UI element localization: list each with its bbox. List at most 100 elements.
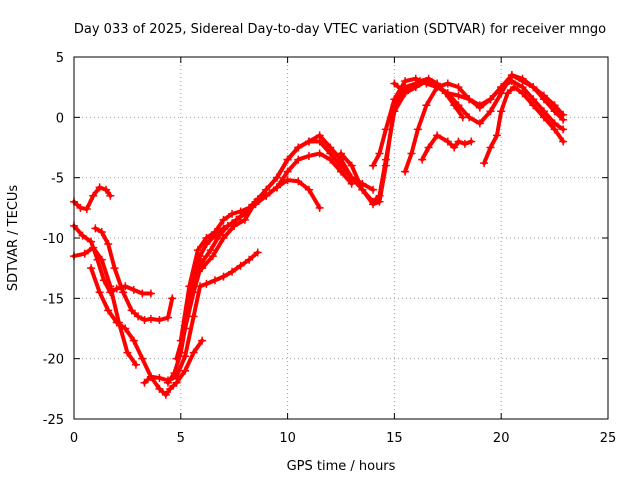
data-point-marker	[163, 313, 172, 322]
data-point-marker	[155, 373, 164, 382]
data-point-marker	[390, 95, 399, 104]
data-point-marker	[119, 288, 128, 297]
data-point-marker	[89, 191, 98, 200]
y-tick-label: -15	[43, 292, 64, 307]
y-tick-label: -10	[43, 232, 64, 247]
data-point-marker	[166, 384, 175, 393]
data-point-marker	[401, 77, 410, 86]
data-point-marker	[358, 185, 367, 194]
data-point-marker	[475, 119, 484, 128]
data-point-marker	[507, 77, 516, 86]
data-point-marker	[454, 137, 463, 146]
data-point-marker	[283, 176, 292, 185]
data-point-marker	[189, 348, 198, 357]
y-tick-labels: -25 -20 -15 -10 -5 0 5	[43, 51, 64, 428]
data-point-marker	[529, 101, 538, 110]
data-point-marker	[518, 89, 527, 98]
series-line	[72, 245, 138, 367]
data-point-marker	[99, 276, 108, 285]
data-point-marker	[539, 95, 548, 104]
data-point-marker	[454, 83, 463, 92]
x-tick-label: 5	[177, 431, 185, 446]
data-point-marker	[251, 197, 260, 206]
data-point-marker	[163, 378, 172, 387]
data-point-marker	[155, 316, 164, 325]
x-tick-label: 0	[70, 431, 78, 446]
data-point-marker	[424, 143, 433, 152]
data-point-marker	[315, 149, 324, 158]
data-point-marker	[80, 249, 89, 258]
data-point-marker	[326, 143, 335, 152]
data-point-marker	[189, 288, 198, 297]
data-point-marker	[236, 261, 245, 270]
series-line	[72, 185, 113, 212]
data-point-marker	[381, 125, 390, 134]
data-point-marker	[138, 354, 147, 363]
data-point-marker	[539, 113, 548, 122]
data-point-marker	[146, 372, 155, 381]
x-tick-label: 20	[493, 431, 510, 446]
data-point-marker	[424, 74, 433, 83]
data-point-marker	[422, 101, 431, 110]
data-point-marker	[450, 143, 459, 152]
data-point-marker	[492, 131, 501, 140]
data-point-marker	[123, 348, 132, 357]
data-point-marker	[129, 285, 138, 294]
data-point-marker	[559, 115, 568, 124]
data-point-marker	[315, 203, 324, 212]
data-point-marker	[390, 79, 399, 88]
data-point-marker	[398, 86, 407, 95]
data-point-marker	[202, 279, 211, 288]
data-point-marker	[140, 316, 149, 325]
data-point-marker	[245, 255, 254, 264]
data-point-marker	[172, 354, 181, 363]
data-point-marker	[129, 336, 138, 345]
y-tick-label: 0	[56, 111, 64, 126]
data-point-marker	[550, 125, 559, 134]
data-point-marker	[283, 167, 292, 176]
x-tick-label: 15	[386, 431, 403, 446]
data-point-marker	[219, 215, 228, 224]
data-point-marker	[401, 167, 410, 176]
data-point-marker	[413, 125, 422, 134]
data-point-marker	[146, 289, 155, 298]
x-tick-labels: 0 5 10 15 20 25	[70, 431, 616, 446]
data-point-marker	[210, 227, 219, 236]
data-point-marker	[315, 131, 324, 140]
data-point-marker	[228, 267, 237, 276]
chart-title: Day 033 of 2025, Sidereal Day-to-day VTE…	[74, 22, 606, 37]
x-tick-label: 10	[279, 431, 296, 446]
data-point-marker	[347, 161, 356, 170]
data-point-marker	[236, 207, 245, 216]
data-point-marker	[262, 185, 271, 194]
data-point-marker	[146, 314, 155, 323]
data-point-marker	[127, 306, 136, 315]
data-point-marker	[486, 95, 495, 104]
data-point-marker	[294, 143, 303, 152]
data-point-marker	[458, 113, 467, 122]
data-point-marker	[433, 79, 442, 88]
data-point-marker	[181, 352, 190, 361]
data-point-marker	[185, 282, 194, 291]
data-point-marker	[497, 107, 506, 116]
data-point-marker	[529, 83, 538, 92]
data-point-marker	[407, 149, 416, 158]
data-point-marker	[381, 161, 390, 170]
data-point-marker	[112, 318, 121, 327]
data-point-marker	[418, 155, 427, 164]
data-point-marker	[480, 159, 489, 168]
data-point-marker	[102, 185, 111, 194]
data-point-marker	[176, 336, 185, 345]
data-point-marker	[450, 101, 459, 110]
data-point-marker	[198, 264, 207, 273]
data-point-marker	[369, 185, 378, 194]
data-point-marker	[559, 125, 568, 134]
series-group	[70, 71, 568, 399]
plot-frame	[73, 56, 609, 420]
data-point-marker	[181, 366, 190, 375]
data-point-marker	[208, 252, 217, 261]
data-point-marker	[219, 272, 228, 281]
data-point-marker	[91, 224, 100, 233]
data-point-marker	[93, 255, 102, 264]
data-point-marker	[441, 89, 450, 98]
